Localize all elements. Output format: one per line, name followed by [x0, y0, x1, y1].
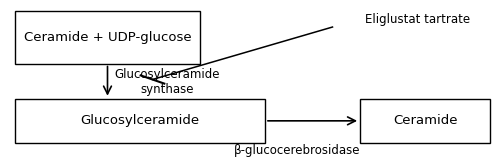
Text: Glucosylceramide: Glucosylceramide: [80, 114, 200, 127]
Text: Eliglustat tartrate: Eliglustat tartrate: [365, 13, 470, 26]
FancyBboxPatch shape: [15, 99, 265, 143]
Text: β-glucocerebrosidase: β-glucocerebrosidase: [234, 144, 361, 157]
Text: Glucosylceramide
synthase: Glucosylceramide synthase: [115, 68, 220, 96]
FancyBboxPatch shape: [15, 11, 200, 64]
Text: Ceramide: Ceramide: [393, 114, 457, 127]
FancyBboxPatch shape: [360, 99, 490, 143]
Text: Ceramide + UDP-glucose: Ceramide + UDP-glucose: [24, 31, 192, 44]
